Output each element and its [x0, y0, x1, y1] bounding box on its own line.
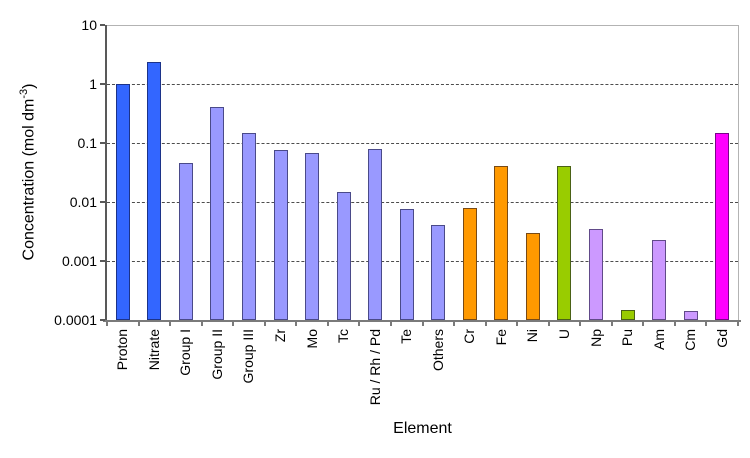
bar-cr [462, 207, 477, 320]
x-tick-label-group-ii: Group II [208, 329, 225, 380]
x-tick-mark [547, 322, 550, 326]
y-tick-mark [100, 24, 105, 26]
y-axis-title-text: Concentration (mol dm [20, 98, 38, 261]
y-tick-label-10: 10 [81, 17, 97, 33]
bar-tc [336, 191, 351, 320]
plot-border-right [738, 25, 739, 320]
x-tick-mark [453, 322, 456, 326]
x-tick-label-group-i: Group I [177, 329, 194, 376]
x-tick-mark [484, 322, 487, 326]
x-tick-label-zr: Zr [272, 329, 289, 343]
y-axis-line [105, 25, 107, 322]
bar-pu [620, 309, 635, 320]
x-axis-title: Element [393, 420, 452, 437]
x-tick-label-np: Np [587, 329, 604, 347]
plot-area [107, 25, 738, 320]
x-tick-label-mo: Mo [303, 329, 320, 349]
y-tick-mark [100, 319, 105, 321]
gridline-0.01 [107, 201, 738, 203]
x-tick-label-proton: Proton [114, 329, 131, 371]
x-tick-mark [169, 322, 172, 326]
x-tick-label-te: Te [398, 329, 415, 344]
y-axis-title: Concentration (mol dm-3) [18, 22, 42, 322]
y-tick-mark [100, 260, 105, 262]
x-tick-label-ni: Ni [524, 329, 541, 343]
gridline-1 [107, 83, 738, 85]
x-tick-mark [232, 322, 235, 326]
y-tick-mark [100, 142, 105, 144]
x-tick-label-am: Am [650, 329, 667, 350]
x-tick-label-gd: Gd [713, 329, 730, 348]
bar-others [431, 225, 446, 320]
bar-gd [715, 132, 730, 320]
x-tick-mark [200, 322, 203, 326]
bar-ni [525, 232, 540, 320]
x-tick-label-nitrate: Nitrate [145, 329, 162, 371]
x-tick-label-others: Others [429, 329, 446, 372]
bar-group-i [178, 163, 193, 320]
x-tick-mark [642, 322, 645, 326]
bar-np [589, 228, 604, 320]
bar-group-ii [210, 107, 225, 320]
x-tick-mark [705, 322, 708, 326]
x-tick-mark [295, 322, 298, 326]
x-tick-label-pu: Pu [619, 329, 636, 347]
x-tick-mark [673, 322, 676, 326]
y-tick-label-0.1: 0.1 [77, 135, 97, 151]
x-tick-label-ru-rh-pd: Ru / Rh / Pd [366, 329, 383, 406]
y-tick-mark [100, 201, 105, 203]
bar-fe [494, 166, 509, 320]
x-tick-mark [579, 322, 582, 326]
bar-am [652, 239, 667, 320]
bar-group-iii [241, 132, 256, 320]
x-tick-label-u: U [555, 329, 572, 340]
y-tick-label-0.001: 0.001 [61, 253, 97, 269]
x-tick-label-fe: Fe [492, 329, 509, 346]
gridline-0.1 [107, 142, 738, 144]
x-tick-mark [326, 322, 329, 326]
plot-border-top [107, 25, 739, 26]
x-tick-mark [358, 322, 361, 326]
y-tick-label-0.0001: 0.0001 [54, 312, 97, 328]
bar-u [557, 166, 572, 320]
x-tick-mark [106, 322, 108, 326]
x-tick-mark [421, 322, 424, 326]
x-tick-mark [263, 322, 266, 326]
x-tick-mark [389, 322, 392, 326]
y-tick-label-1: 1 [89, 76, 97, 92]
bar-proton [115, 84, 130, 320]
x-tick-mark [610, 322, 613, 326]
x-tick-label-cr: Cr [461, 329, 478, 344]
y-tick-mark [100, 83, 105, 85]
bar-mo [305, 152, 320, 320]
x-axis-line [103, 320, 741, 322]
x-tick-mark [737, 322, 739, 326]
x-tick-mark [516, 322, 519, 326]
bar-zr [273, 150, 288, 320]
bar-ru-rh-pd [368, 148, 383, 320]
bar-nitrate [147, 61, 162, 320]
x-tick-label-cm: Cm [682, 329, 699, 351]
gridline-0.001 [107, 260, 738, 262]
bar-te [399, 209, 414, 320]
y-tick-label-0.01: 0.01 [69, 194, 97, 210]
bar-cm [683, 311, 698, 320]
x-tick-mark [137, 322, 140, 326]
x-tick-label-group-iii: Group III [240, 329, 257, 384]
x-tick-label-tc: Tc [335, 329, 352, 343]
